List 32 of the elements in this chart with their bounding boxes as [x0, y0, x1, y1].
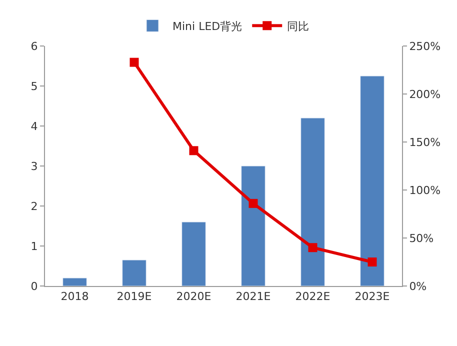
y-tick-label: 4	[30, 120, 38, 133]
y2-tick-label: 250%	[409, 40, 441, 53]
y-tick-label: 2	[30, 200, 38, 213]
y-tick-label: 1	[30, 240, 38, 253]
bar	[241, 166, 266, 286]
point	[368, 258, 377, 266]
bar	[360, 76, 384, 286]
x-tick-label: 2019E	[116, 290, 152, 304]
y2-tick-label: 50%	[409, 232, 434, 245]
x-tick-label: 2018	[60, 290, 89, 304]
y-tick-label: 3	[30, 160, 38, 173]
y2-tick-label: 200%	[409, 88, 441, 101]
y-tick-label: 6	[30, 40, 38, 53]
y2-tick-label: 150%	[409, 136, 441, 149]
y-tick-label: 5	[30, 80, 38, 93]
bar	[122, 260, 146, 286]
point	[130, 58, 139, 67]
x-tick-label: 2021E	[236, 290, 271, 304]
legend-label: 同比	[287, 20, 310, 33]
x-tick-label: 2020E	[176, 290, 212, 304]
legend-label: Mini LED背光	[172, 20, 242, 33]
point	[248, 198, 258, 208]
x-tick-label: 2022E	[295, 290, 330, 304]
point	[189, 146, 198, 156]
bar	[62, 278, 87, 286]
y2-tick-label: 0%	[409, 280, 427, 293]
y2-tick-label: 100%	[409, 184, 441, 197]
bar	[300, 118, 325, 286]
point	[308, 243, 318, 252]
y-tick-label: 0	[30, 280, 38, 293]
x-tick-label: 2023E	[354, 290, 390, 304]
bar	[182, 222, 206, 286]
